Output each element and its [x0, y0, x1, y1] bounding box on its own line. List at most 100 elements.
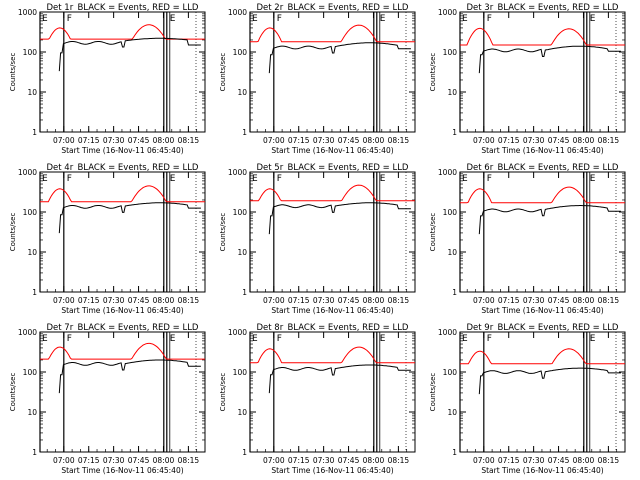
- y-tick-label: 1: [242, 128, 247, 137]
- x-tick-label: 07:15: [288, 136, 310, 145]
- x-tick-label: 07:45: [128, 456, 150, 465]
- y-tick-label: 1: [242, 448, 247, 457]
- x-tick-label: 08:15: [598, 136, 620, 145]
- marker-label: E: [252, 334, 258, 344]
- y-axis-label: Counts/sec: [219, 53, 227, 92]
- panel-det-4: Det 4r_BLACK = Events, RED = LLD 1 10 100 10…: [9, 163, 206, 315]
- x-tick-label: 07:45: [128, 296, 150, 305]
- x-tick-label: 07:00: [53, 136, 75, 145]
- x-tick-label: 08:15: [178, 136, 200, 145]
- marker-label: F: [277, 334, 282, 344]
- y-tick-label: 1: [32, 128, 37, 137]
- x-axis-label: Start Time (16-Nov-11 06:45:40): [61, 306, 183, 315]
- marker-label: E: [380, 334, 386, 344]
- y-tick-label: 10: [237, 248, 247, 257]
- panel-title: Det 7r_BLACK = Events, RED = LLD: [47, 323, 199, 333]
- marker-label: F: [277, 174, 282, 184]
- x-tick-label: 07:30: [313, 456, 335, 465]
- x-tick-label: 08:15: [178, 296, 200, 305]
- panel-det-5: Det 5r_BLACK = Events, RED = LLD 1 10 100 10…: [219, 163, 416, 315]
- lld-series-line: [460, 186, 625, 204]
- marker-label: E: [42, 14, 48, 24]
- x-tick-label: 07:15: [78, 456, 100, 465]
- plot-frame: [249, 331, 416, 453]
- y-tick-label: 10: [447, 248, 457, 257]
- x-axis-label: Start Time (16-Nov-11 06:45:40): [481, 466, 603, 475]
- x-tick-label: 08:00: [573, 136, 595, 145]
- marker-label: E: [380, 14, 386, 24]
- events-series-line: [58, 359, 201, 394]
- x-tick-label: 07:00: [263, 136, 285, 145]
- y-tick-label: 1: [32, 288, 37, 297]
- y-tick-label: 1: [452, 448, 457, 457]
- x-tick-label: 08:00: [363, 136, 385, 145]
- x-tick-label: 07:30: [523, 296, 545, 305]
- events-series-line: [268, 202, 411, 235]
- x-tick-label: 08:15: [178, 456, 200, 465]
- y-tick-label: 100: [233, 208, 248, 217]
- y-axis-label: Counts/sec: [9, 373, 17, 412]
- plot-frame: [459, 11, 626, 133]
- x-tick-label: 08:15: [598, 456, 620, 465]
- x-tick-label: 08:00: [363, 296, 385, 305]
- x-tick-label: 07:00: [53, 456, 75, 465]
- panel-title: Det 4r_BLACK = Events, RED = LLD: [47, 163, 199, 173]
- lld-series-line: [460, 27, 625, 46]
- events-series-line: [478, 205, 621, 235]
- panel-title: Det 9r_BLACK = Events, RED = LLD: [467, 323, 619, 333]
- marker-label: E: [462, 14, 468, 24]
- x-tick-label: 07:45: [548, 136, 570, 145]
- y-tick-label: 100: [443, 208, 458, 217]
- y-tick-label: 100: [443, 48, 458, 57]
- panel-det-3: Det 3r_BLACK = Events, RED = LLD 1 10 100 10…: [429, 3, 626, 155]
- x-tick-label: 08:00: [153, 296, 175, 305]
- y-axis-label: Counts/sec: [429, 53, 437, 92]
- y-tick-label: 10: [447, 408, 457, 417]
- y-tick-label: 1000: [18, 8, 37, 17]
- x-tick-label: 07:00: [473, 456, 495, 465]
- x-tick-label: 07:00: [473, 136, 495, 145]
- marker-label: E: [590, 174, 596, 184]
- x-tick-label: 07:30: [103, 136, 125, 145]
- panel-title: Det 5r_BLACK = Events, RED = LLD: [257, 163, 409, 173]
- x-tick-label: 07:45: [338, 456, 360, 465]
- y-tick-label: 1000: [228, 8, 247, 17]
- marker-label: E: [590, 14, 596, 24]
- events-series-line: [478, 45, 621, 74]
- marker-label: E: [252, 174, 258, 184]
- x-axis-label: Start Time (16-Nov-11 06:45:40): [61, 466, 183, 475]
- marker-label: E: [590, 334, 596, 344]
- marker-label: F: [67, 174, 72, 184]
- x-axis-label: Start Time (16-Nov-11 06:45:40): [271, 146, 393, 155]
- x-tick-label: 07:45: [548, 296, 570, 305]
- panel-title: Det 8r_BLACK = Events, RED = LLD: [257, 323, 409, 333]
- x-axis-label: Start Time (16-Nov-11 06:45:40): [481, 306, 603, 315]
- marker-label: F: [487, 14, 492, 24]
- x-tick-label: 07:00: [263, 456, 285, 465]
- plot-frame: [39, 171, 206, 293]
- x-tick-label: 07:30: [103, 296, 125, 305]
- marker-label: F: [487, 334, 492, 344]
- x-axis-label: Start Time (16-Nov-11 06:45:40): [481, 146, 603, 155]
- y-axis-label: Counts/sec: [9, 213, 17, 252]
- marker-label: E: [252, 14, 258, 24]
- x-tick-label: 08:00: [573, 456, 595, 465]
- x-tick-label: 07:30: [313, 296, 335, 305]
- panel-det-1: Det 1r_BLACK = Events, RED = LLD 1 10 100 10…: [9, 3, 206, 155]
- events-series-line: [58, 202, 201, 234]
- panel-det-8: Det 8r_BLACK = Events, RED = LLD 1 10 100 10…: [219, 323, 416, 475]
- events-series-line: [268, 42, 411, 74]
- y-tick-label: 1000: [18, 168, 37, 177]
- y-tick-label: 1000: [228, 168, 247, 177]
- lld-series-line: [40, 185, 205, 203]
- panel-title: Det 3r_BLACK = Events, RED = LLD: [467, 3, 619, 13]
- events-series-line: [478, 367, 621, 395]
- y-axis-label: Counts/sec: [219, 373, 227, 412]
- plot-frame: [459, 331, 626, 453]
- y-tick-label: 10: [27, 248, 37, 257]
- y-tick-label: 10: [447, 88, 457, 97]
- lld-series-line: [40, 24, 205, 40]
- panel-title: Det 2r_BLACK = Events, RED = LLD: [257, 3, 409, 13]
- events-series-line: [268, 364, 411, 394]
